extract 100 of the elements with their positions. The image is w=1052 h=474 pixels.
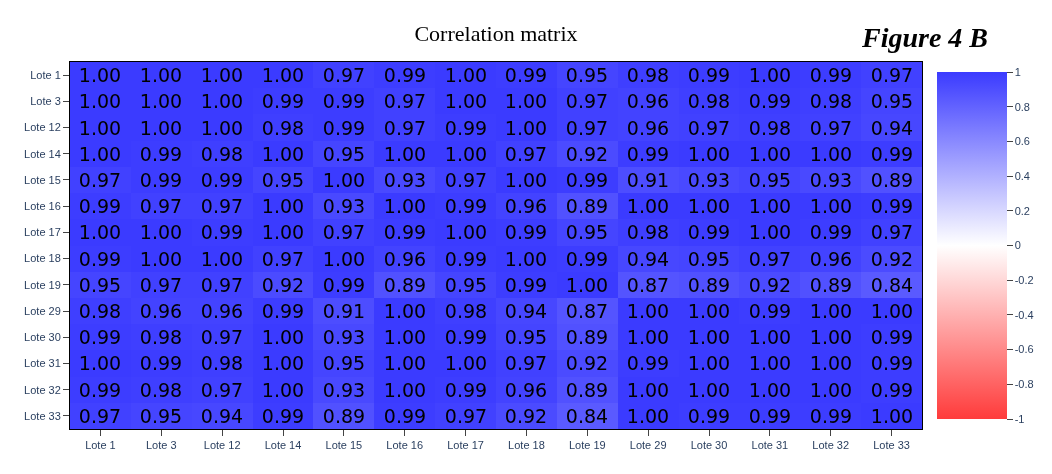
data-label: 0.97 [200, 325, 244, 348]
data-label: 1.00 [748, 351, 792, 374]
data-label: 0.98 [139, 378, 183, 401]
data-label: 1.00 [383, 378, 427, 401]
data-label: 0.89 [322, 404, 366, 427]
y-tick-label: Lote 15 [24, 173, 61, 186]
data-label: 1.00 [78, 116, 122, 139]
data-label: 0.97 [200, 194, 244, 217]
data-label: 1.00 [809, 142, 853, 165]
data-label: 0.97 [565, 89, 609, 112]
data-label: 1.00 [626, 299, 670, 322]
data-label: 0.99 [78, 247, 122, 270]
data-label: 0.89 [687, 273, 731, 296]
data-label: 1.00 [870, 299, 914, 322]
data-label: 0.95 [261, 168, 305, 191]
data-label: 1.00 [748, 325, 792, 348]
data-label: 0.92 [565, 351, 609, 374]
y-tick-label: Lote 31 [24, 357, 61, 370]
data-label: 1.00 [444, 351, 488, 374]
data-label: 0.96 [504, 378, 548, 401]
data-label: 0.89 [870, 168, 914, 191]
data-label: 0.89 [809, 273, 853, 296]
data-label: 1.00 [687, 142, 731, 165]
data-label: 0.96 [626, 116, 670, 139]
data-label: 1.00 [200, 116, 244, 139]
data-label: 1.00 [626, 194, 670, 217]
data-label: 0.93 [383, 168, 427, 191]
data-label: 0.99 [687, 63, 731, 86]
data-label: 1.00 [444, 142, 488, 165]
data-label: 1.00 [809, 378, 853, 401]
color-bar-label: 0 [1014, 239, 1021, 252]
data-label: 0.99 [383, 404, 427, 427]
data-label: 1.00 [748, 63, 792, 86]
data-label: 0.99 [444, 378, 488, 401]
data-label: 0.98 [809, 89, 853, 112]
data-label: 1.00 [383, 142, 427, 165]
data-label: 0.97 [139, 273, 183, 296]
data-label: 1.00 [809, 194, 853, 217]
x-tick-label: Lote 12 [203, 439, 241, 452]
data-label: 0.97 [809, 116, 853, 139]
data-label: 0.99 [870, 351, 914, 374]
data-label: 1.00 [78, 63, 122, 86]
data-label: 1.00 [687, 378, 731, 401]
data-label: 1.00 [626, 404, 670, 427]
data-label: 0.91 [626, 168, 670, 191]
data-label: 0.99 [687, 220, 731, 243]
data-label: 0.99 [626, 142, 670, 165]
y-tick-label: Lote 1 [30, 68, 61, 81]
data-label: 0.99 [809, 404, 853, 427]
data-label: 1.00 [383, 351, 427, 374]
data-label: 0.98 [200, 351, 244, 374]
data-label: 0.99 [504, 273, 548, 296]
data-label: 0.98 [78, 299, 122, 322]
data-label: 1.00 [748, 142, 792, 165]
data-label: 0.92 [748, 273, 792, 296]
data-label: 0.99 [383, 220, 427, 243]
data-label: 0.99 [626, 351, 670, 374]
chart-title: Correlation matrix [414, 20, 578, 46]
data-label: 1.00 [687, 299, 731, 322]
data-label: 1.00 [139, 220, 183, 243]
y-tick-label: Lote 30 [24, 331, 61, 344]
data-label: 0.97 [261, 247, 305, 270]
data-label: 0.99 [504, 63, 548, 86]
data-label: 1.00 [444, 63, 488, 86]
data-label: 0.95 [139, 404, 183, 427]
data-label: 0.97 [870, 220, 914, 243]
data-label: 0.95 [565, 220, 609, 243]
data-label: 0.99 [870, 325, 914, 348]
data-label: 1.00 [322, 168, 366, 191]
data-label: 0.87 [626, 273, 670, 296]
color-bar-label: -0.8 [1014, 378, 1034, 391]
data-label: 0.97 [687, 116, 731, 139]
color-bar-label: 0.2 [1014, 204, 1030, 217]
x-tick-label: Lote 19 [568, 439, 606, 452]
data-label: 0.92 [261, 273, 305, 296]
color-bar-label: -0.2 [1014, 274, 1034, 287]
data-label: 0.96 [139, 299, 183, 322]
data-label: 1.00 [809, 299, 853, 322]
data-label: 0.99 [444, 247, 488, 270]
y-tick-label: Lote 32 [24, 383, 61, 396]
data-label: 0.97 [383, 89, 427, 112]
data-label: 1.00 [626, 325, 670, 348]
data-label: 0.98 [626, 63, 670, 86]
data-label: 0.99 [870, 378, 914, 401]
data-label: 0.92 [565, 142, 609, 165]
data-label: 1.00 [870, 404, 914, 427]
data-label: 0.95 [322, 142, 366, 165]
data-label: 0.84 [870, 273, 914, 296]
y-tick-label: Lote 33 [24, 409, 61, 422]
data-label: 0.89 [565, 194, 609, 217]
data-label: 0.97 [200, 273, 244, 296]
data-label: 1.00 [261, 378, 305, 401]
data-label: 0.94 [626, 247, 670, 270]
data-label: 0.98 [261, 116, 305, 139]
data-label: 0.98 [139, 325, 183, 348]
color-bar-label: 0.6 [1014, 135, 1030, 148]
data-label: 0.99 [78, 325, 122, 348]
data-label: 1.00 [200, 247, 244, 270]
data-label: 1.00 [504, 116, 548, 139]
data-label: 0.99 [261, 404, 305, 427]
